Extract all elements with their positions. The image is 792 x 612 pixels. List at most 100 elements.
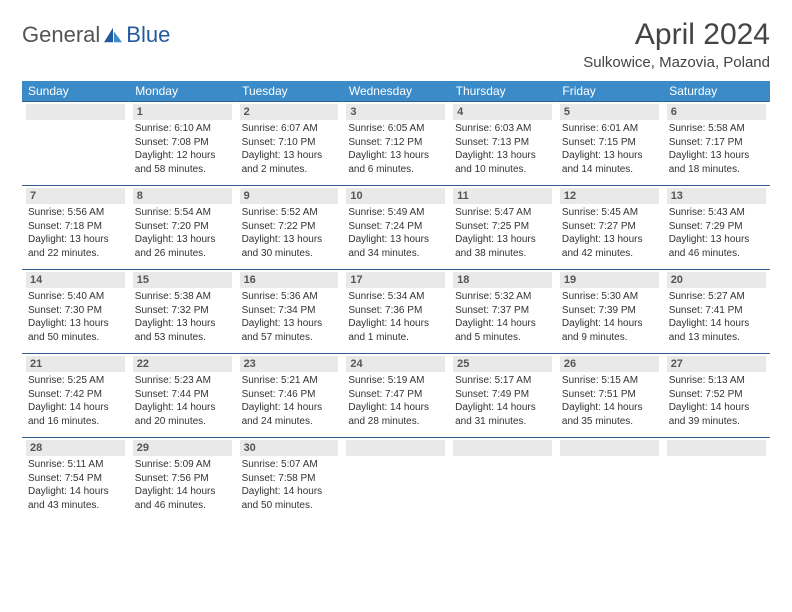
sunrise-line: Sunrise: 6:03 AM xyxy=(453,122,552,136)
daylight-line: Daylight: 13 hours and 18 minutes. xyxy=(667,149,766,176)
sunset-line: Sunset: 7:46 PM xyxy=(240,388,339,402)
daylight-line: Daylight: 13 hours and 34 minutes. xyxy=(346,233,445,260)
daylight-line: Daylight: 14 hours and 43 minutes. xyxy=(26,485,125,512)
location: Sulkowice, Mazovia, Poland xyxy=(583,54,770,71)
logo-sail-icon xyxy=(102,26,124,44)
calendar-cell: 5Sunrise: 6:01 AMSunset: 7:15 PMDaylight… xyxy=(556,102,663,186)
sunrise-line: Sunrise: 5:52 AM xyxy=(240,206,339,220)
day-number: 23 xyxy=(240,356,339,372)
sunset-line: Sunset: 7:54 PM xyxy=(26,472,125,486)
sunrise-line: Sunrise: 5:49 AM xyxy=(346,206,445,220)
sunrise-line: Sunrise: 6:05 AM xyxy=(346,122,445,136)
calendar-cell: 13Sunrise: 5:43 AMSunset: 7:29 PMDayligh… xyxy=(663,186,770,270)
sunset-line: Sunset: 7:08 PM xyxy=(133,136,232,150)
sunset-line: Sunset: 7:41 PM xyxy=(667,304,766,318)
calendar-cell: 9Sunrise: 5:52 AMSunset: 7:22 PMDaylight… xyxy=(236,186,343,270)
sunset-line: Sunset: 7:13 PM xyxy=(453,136,552,150)
daylight-line: Daylight: 13 hours and 26 minutes. xyxy=(133,233,232,260)
sunrise-line: Sunrise: 5:25 AM xyxy=(26,374,125,388)
daylight-line: Daylight: 13 hours and 2 minutes. xyxy=(240,149,339,176)
sunset-line: Sunset: 7:51 PM xyxy=(560,388,659,402)
sunrise-line: Sunrise: 5:27 AM xyxy=(667,290,766,304)
calendar-cell: 19 Sunrise: 5:30 AMSunset: 7:39 PMDayligh… xyxy=(556,270,663,354)
sunset-line: Sunset: 7:30 PM xyxy=(26,304,125,318)
sunrise-line: Sunrise: 5:38 AM xyxy=(133,290,232,304)
sunrise-line: Sunrise: 5:58 AM xyxy=(667,122,766,136)
daylight-line: Daylight: 13 hours and 10 minutes. xyxy=(453,149,552,176)
sunrise-line: Sunrise: 5:13 AM xyxy=(667,374,766,388)
day-number: 26 xyxy=(560,356,659,372)
calendar-cell: 25Sunrise: 5:17 AMSunset: 7:49 PMDayligh… xyxy=(449,354,556,438)
day-number: 15 xyxy=(133,272,232,288)
empty-day xyxy=(560,440,659,456)
calendar-head: SundayMondayTuesdayWednesdayThursdayFrid… xyxy=(22,81,770,102)
daylight-line: Daylight: 14 hours and 9 minutes. xyxy=(560,317,659,344)
empty-day xyxy=(26,104,125,120)
calendar-cell xyxy=(556,438,663,522)
day-number: 29 xyxy=(133,440,232,456)
day-number: 12 xyxy=(560,188,659,204)
daylight-line: Daylight: 13 hours and 30 minutes. xyxy=(240,233,339,260)
daylight-line: Daylight: 14 hours and 39 minutes. xyxy=(667,401,766,428)
sunset-line: Sunset: 7:56 PM xyxy=(133,472,232,486)
daylight-line: Daylight: 13 hours and 14 minutes. xyxy=(560,149,659,176)
daylight-line: Daylight: 14 hours and 28 minutes. xyxy=(346,401,445,428)
sunset-line: Sunset: 7:42 PM xyxy=(26,388,125,402)
month-title: April 2024 xyxy=(583,18,770,52)
sunrise-line: Sunrise: 5:19 AM xyxy=(346,374,445,388)
sunrise-line: Sunrise: 5:09 AM xyxy=(133,458,232,472)
sunrise-line: Sunrise: 5:23 AM xyxy=(133,374,232,388)
day-number: 20 xyxy=(667,272,766,288)
header: General Blue April 2024 Sulkowice, Mazov… xyxy=(22,18,770,71)
day-number: 1 xyxy=(133,104,232,120)
sunset-line: Sunset: 7:36 PM xyxy=(346,304,445,318)
calendar-cell: 4Sunrise: 6:03 AMSunset: 7:13 PMDaylight… xyxy=(449,102,556,186)
calendar-cell: 6Sunrise: 5:58 AMSunset: 7:17 PMDaylight… xyxy=(663,102,770,186)
logo-text-blue: Blue xyxy=(126,22,170,48)
calendar-cell: 28Sunrise: 5:11 AMSunset: 7:54 PMDayligh… xyxy=(22,438,129,522)
calendar-cell: 17Sunrise: 5:34 AMSunset: 7:36 PMDayligh… xyxy=(342,270,449,354)
sunset-line: Sunset: 7:58 PM xyxy=(240,472,339,486)
logo-text-general: General xyxy=(22,22,100,48)
day-number: 13 xyxy=(667,188,766,204)
day-number: 11 xyxy=(453,188,552,204)
sunset-line: Sunset: 7:25 PM xyxy=(453,220,552,234)
daylight-line: Daylight: 13 hours and 50 minutes. xyxy=(26,317,125,344)
sunset-line: Sunset: 7:49 PM xyxy=(453,388,552,402)
day-number: 28 xyxy=(26,440,125,456)
calendar-cell: 8Sunrise: 5:54 AMSunset: 7:20 PMDaylight… xyxy=(129,186,236,270)
sunrise-line: Sunrise: 5:36 AM xyxy=(240,290,339,304)
sunrise-line: Sunrise: 5:30 AM xyxy=(560,290,659,304)
daylight-line: Daylight: 13 hours and 57 minutes. xyxy=(240,317,339,344)
sunrise-line: Sunrise: 6:01 AM xyxy=(560,122,659,136)
daylight-line: Daylight: 14 hours and 35 minutes. xyxy=(560,401,659,428)
day-number: 3 xyxy=(346,104,445,120)
sunset-line: Sunset: 7:32 PM xyxy=(133,304,232,318)
sunset-line: Sunset: 7:18 PM xyxy=(26,220,125,234)
daylight-line: Daylight: 14 hours and 16 minutes. xyxy=(26,401,125,428)
day-number: 21 xyxy=(26,356,125,372)
day-number: 19 xyxy=(560,272,659,288)
day-number: 17 xyxy=(346,272,445,288)
sunrise-line: Sunrise: 5:15 AM xyxy=(560,374,659,388)
sunset-line: Sunset: 7:44 PM xyxy=(133,388,232,402)
daylight-line: Daylight: 14 hours and 5 minutes. xyxy=(453,317,552,344)
daylight-line: Daylight: 14 hours and 24 minutes. xyxy=(240,401,339,428)
daylight-line: Daylight: 12 hours and 58 minutes. xyxy=(133,149,232,176)
calendar-cell: 27Sunrise: 5:13 AMSunset: 7:52 PMDayligh… xyxy=(663,354,770,438)
calendar-cell: 1Sunrise: 6:10 AMSunset: 7:08 PMDaylight… xyxy=(129,102,236,186)
sunset-line: Sunset: 7:39 PM xyxy=(560,304,659,318)
day-number: 16 xyxy=(240,272,339,288)
calendar-cell: 29Sunrise: 5:09 AMSunset: 7:56 PMDayligh… xyxy=(129,438,236,522)
weekday-header: Thursday xyxy=(449,81,556,102)
calendar-cell: 2Sunrise: 6:07 AMSunset: 7:10 PMDaylight… xyxy=(236,102,343,186)
weekday-header: Friday xyxy=(556,81,663,102)
sunrise-line: Sunrise: 5:47 AM xyxy=(453,206,552,220)
logo: General Blue xyxy=(22,22,170,48)
daylight-line: Daylight: 13 hours and 53 minutes. xyxy=(133,317,232,344)
calendar-cell xyxy=(22,102,129,186)
weekday-header: Tuesday xyxy=(236,81,343,102)
sunset-line: Sunset: 7:37 PM xyxy=(453,304,552,318)
sunset-line: Sunset: 7:27 PM xyxy=(560,220,659,234)
calendar-cell: 14Sunrise: 5:40 AMSunset: 7:30 PMDayligh… xyxy=(22,270,129,354)
